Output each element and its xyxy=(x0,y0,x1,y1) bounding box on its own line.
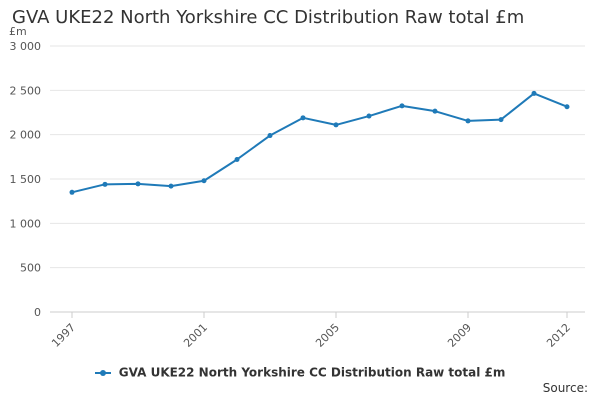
y-axis-unit-label: £m xyxy=(9,25,27,38)
y-tick-label: 3 000 xyxy=(10,40,42,53)
x-tick-label: 2001 xyxy=(181,321,210,350)
y-tick-label: 2 500 xyxy=(10,84,42,97)
data-point[interactable] xyxy=(102,181,108,187)
gridlines xyxy=(50,45,585,313)
series-group xyxy=(69,90,570,195)
y-tick-label: 2 000 xyxy=(10,129,42,142)
data-point[interactable] xyxy=(531,90,537,96)
y-tick-label: 500 xyxy=(20,262,41,275)
y-tick-label: 0 xyxy=(34,306,41,319)
x-tick-label: 1997 xyxy=(49,321,78,350)
data-point[interactable] xyxy=(168,183,174,189)
x-tick-label: 2012 xyxy=(544,321,573,350)
data-point[interactable] xyxy=(234,156,240,162)
legend-label: GVA UKE22 North Yorkshire CC Distributio… xyxy=(118,365,506,380)
data-point[interactable] xyxy=(300,115,306,121)
chart-title: GVA UKE22 North Yorkshire CC Distributio… xyxy=(12,7,525,28)
data-point[interactable] xyxy=(135,181,141,187)
series-line xyxy=(71,92,568,194)
data-point[interactable] xyxy=(399,103,405,109)
data-point[interactable] xyxy=(498,117,504,123)
data-point[interactable] xyxy=(432,108,438,114)
data-point[interactable] xyxy=(69,189,75,195)
y-tick-label: 1 500 xyxy=(10,173,42,186)
legend-line-marker-icon xyxy=(94,368,111,378)
data-point[interactable] xyxy=(333,122,339,128)
x-tick-label: 2009 xyxy=(445,321,474,350)
data-point[interactable] xyxy=(267,133,273,139)
data-point[interactable] xyxy=(366,113,372,119)
source-label: Source: xyxy=(542,381,588,395)
data-point[interactable] xyxy=(465,118,471,124)
y-axis-ticks: 0 500 1 000 1 500 2 000 2 500 3 000 xyxy=(10,40,42,319)
data-point[interactable] xyxy=(201,178,207,184)
legend[interactable]: GVA UKE22 North Yorkshire CC Distributio… xyxy=(0,365,600,380)
x-tick-label: 2005 xyxy=(313,321,342,350)
y-tick-label: 1 000 xyxy=(10,217,42,230)
data-point[interactable] xyxy=(564,104,570,110)
x-axis: 1997 2001 2005 2009 2012 xyxy=(49,312,573,350)
